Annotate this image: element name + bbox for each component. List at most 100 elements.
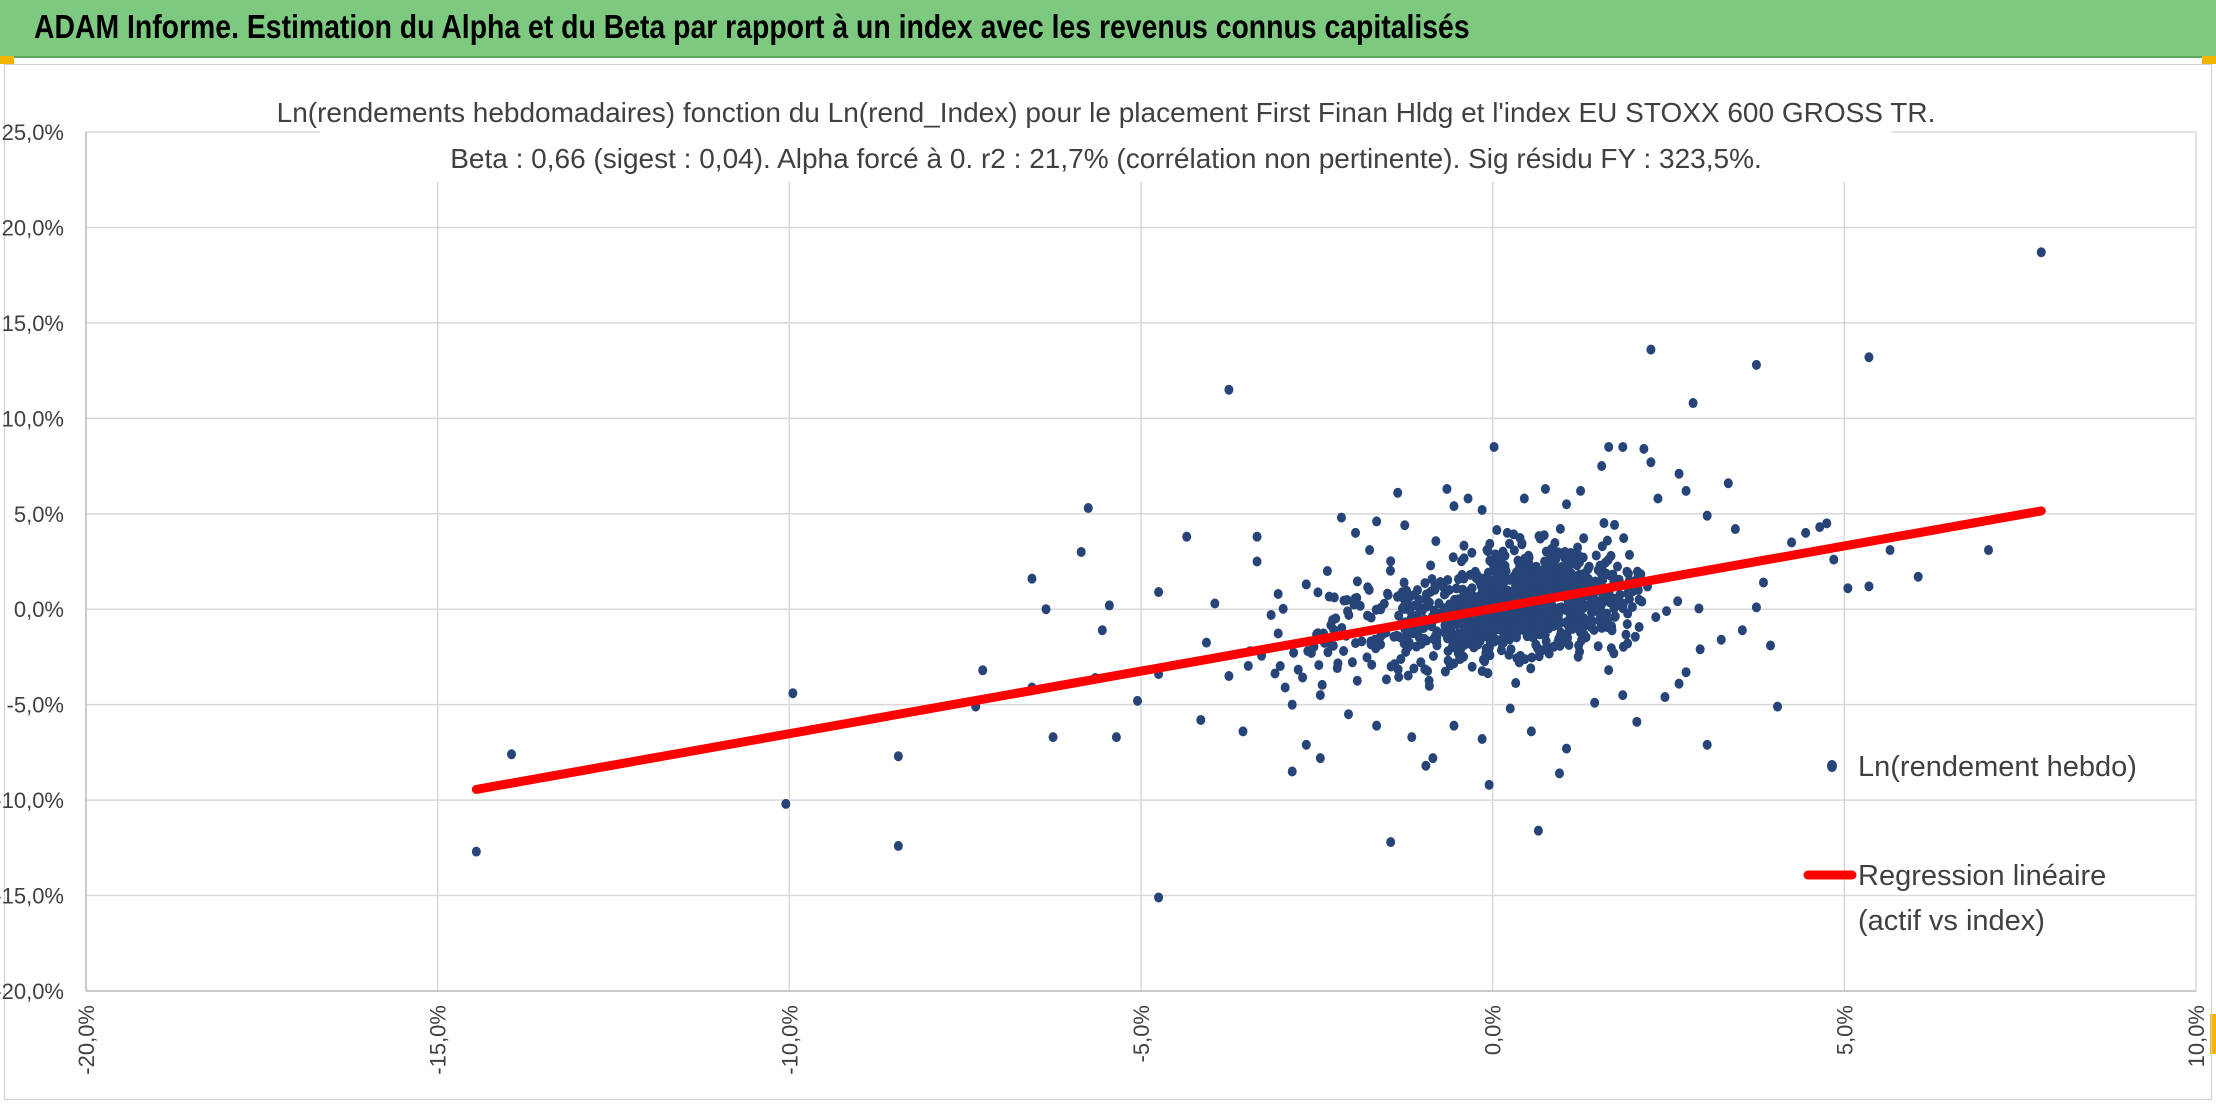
data-point [1399, 577, 1409, 588]
data-point [471, 846, 481, 857]
data-point [1456, 644, 1466, 655]
data-point [1505, 538, 1515, 549]
data-point [1523, 562, 1533, 573]
data-point [1396, 654, 1406, 665]
data-point [1477, 734, 1487, 745]
data-point [1511, 678, 1521, 689]
data-point [1386, 556, 1396, 567]
data-point [1467, 547, 1477, 558]
data-point [1564, 621, 1574, 632]
data-point [1885, 545, 1895, 556]
data-point [1519, 493, 1529, 504]
data-point [1351, 638, 1361, 649]
data-point [1381, 674, 1391, 685]
y-tick-label: -15,0% [0, 884, 64, 909]
data-point [1400, 632, 1410, 643]
data-point [1600, 613, 1610, 624]
data-point [1574, 617, 1584, 628]
data-point [1048, 732, 1058, 743]
data-point [1484, 585, 1494, 596]
data-point [1801, 527, 1811, 538]
data-point [1463, 493, 1473, 504]
data-point [1322, 566, 1332, 577]
y-tick-label: -20,0% [0, 979, 64, 1004]
data-point [1630, 631, 1640, 642]
data-point [1569, 556, 1579, 567]
data-point [1287, 699, 1297, 710]
x-tick-label: -10,0% [777, 1005, 802, 1075]
data-point [1408, 628, 1418, 639]
data-point [1315, 753, 1325, 764]
data-point [1651, 612, 1661, 623]
data-point [1509, 619, 1519, 630]
data-point [1472, 618, 1482, 629]
chart-title-block: Ln(rendements hebdomadaires) fonction du… [277, 92, 1936, 182]
data-point [1314, 660, 1324, 671]
regression-line-layer [471, 506, 2046, 794]
data-point [1758, 577, 1768, 588]
grid-lines [85, 131, 2197, 992]
data-point [1562, 629, 1572, 640]
data-point [1238, 726, 1248, 737]
data-point [1627, 601, 1637, 612]
data-point [2036, 247, 2046, 258]
data-point [1329, 592, 1339, 603]
data-point [1511, 632, 1521, 643]
data-point [788, 688, 798, 699]
data-point [1196, 714, 1206, 725]
data-point [1511, 579, 1521, 590]
data-point [1365, 545, 1375, 556]
data-point [1573, 651, 1583, 662]
data-point [1132, 695, 1142, 706]
data-point [1466, 633, 1476, 644]
data-point [1688, 398, 1698, 409]
data-point [1597, 541, 1607, 552]
data-point [1534, 576, 1544, 587]
data-point [1540, 483, 1550, 494]
data-point [1498, 578, 1508, 589]
data-point [1453, 628, 1463, 639]
data-point [1339, 646, 1349, 657]
data-point [1243, 660, 1253, 671]
data-point [1483, 567, 1493, 578]
data-point [1492, 616, 1502, 627]
data-point [1751, 359, 1761, 370]
data-point [1317, 679, 1327, 690]
data-point [1301, 739, 1311, 750]
data-point [1428, 753, 1438, 764]
data-point [1362, 652, 1372, 663]
data-point [1822, 518, 1832, 529]
data-point [1343, 709, 1353, 720]
y-tick-label: 0,0% [14, 597, 64, 622]
data-point [1469, 642, 1479, 653]
data-point [1266, 609, 1276, 620]
data-point [1829, 554, 1839, 565]
data-point [1662, 606, 1672, 617]
data-point [1252, 556, 1262, 567]
data-point [1674, 468, 1684, 479]
data-point [1787, 537, 1797, 548]
data-point [1386, 837, 1396, 848]
data-point [1597, 461, 1607, 472]
data-point [1443, 655, 1453, 666]
data-point [1815, 522, 1825, 533]
data-point [1371, 604, 1381, 615]
y-tick-label: -5,0% [7, 693, 64, 718]
data-point [1383, 590, 1393, 601]
data-point [1573, 542, 1583, 553]
data-point [1581, 600, 1591, 611]
data-point [1493, 571, 1503, 582]
data-point [1416, 657, 1426, 668]
data-point [1289, 647, 1299, 658]
data-point [1448, 552, 1458, 563]
data-point [1403, 641, 1413, 652]
data-point [1270, 668, 1280, 679]
x-tick-label: 10,0% [2184, 1005, 2209, 1067]
data-point [1509, 545, 1519, 556]
y-tick-label: 5,0% [14, 502, 64, 527]
data-point [1723, 478, 1733, 489]
data-point [1475, 636, 1485, 647]
data-point [1041, 604, 1051, 615]
chart-title: Ln(rendements hebdomadaires) fonction du… [277, 97, 1936, 128]
data-point [1603, 555, 1613, 566]
